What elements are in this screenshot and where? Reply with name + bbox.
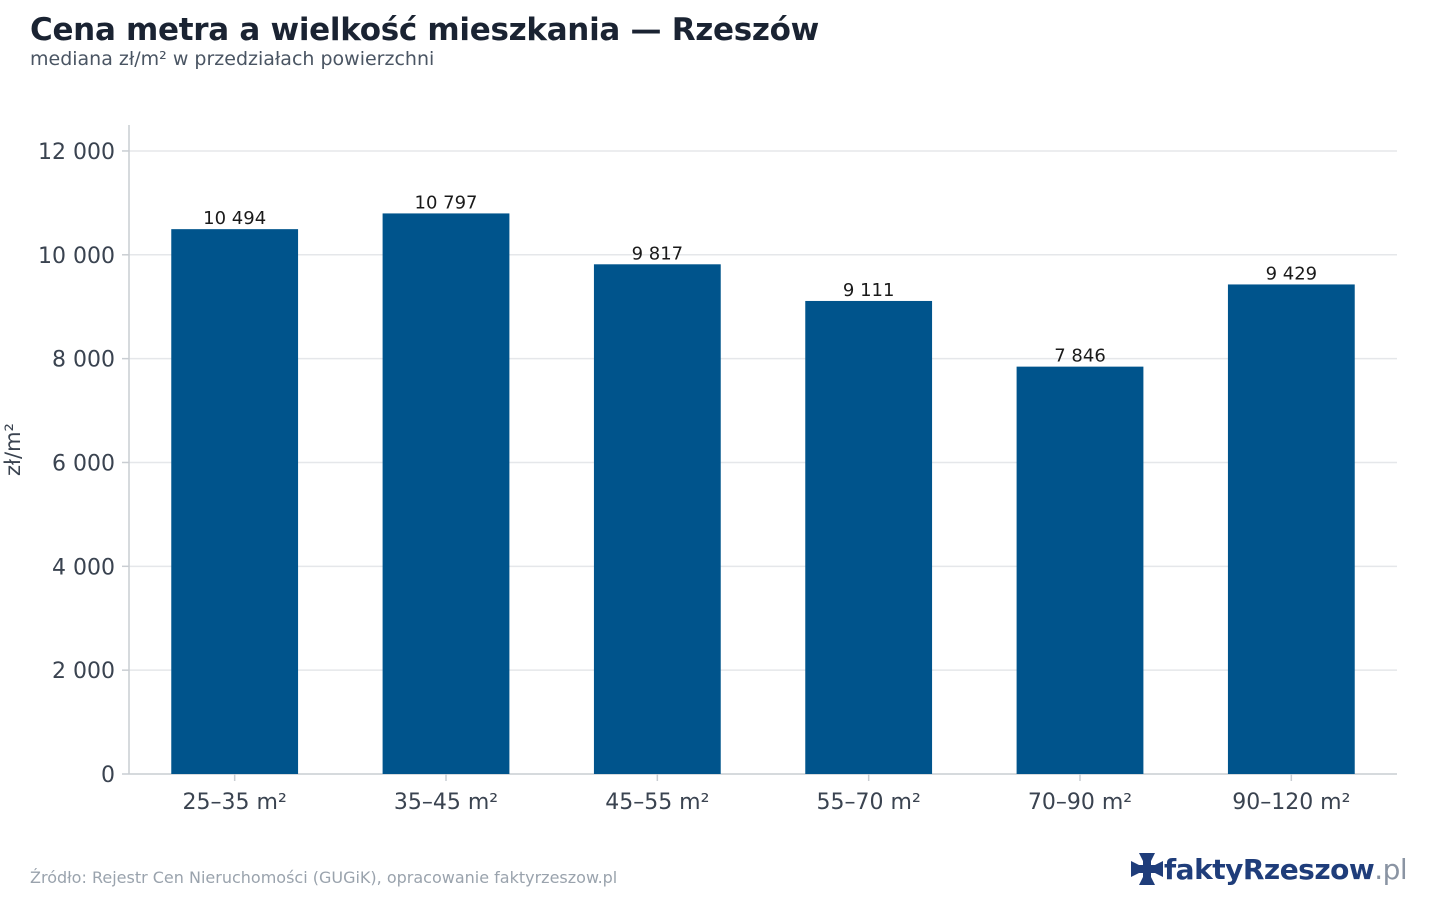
bar-value-label: 9 817 xyxy=(632,243,684,264)
y-tick-label: 2 000 xyxy=(52,659,115,684)
bar-value-label: 9 429 xyxy=(1266,263,1318,284)
logo-text: faktyRzeszow.pl xyxy=(1164,852,1408,886)
x-tick-label: 55–70 m² xyxy=(817,790,921,815)
logo-tld: .pl xyxy=(1374,852,1408,886)
bar xyxy=(593,264,721,774)
site-logo[interactable]: faktyRzeszow.pl xyxy=(1130,849,1408,889)
chart-subtitle: mediana zł/m² w przedziałach powierzchni xyxy=(30,48,435,70)
y-tick-label: 0 xyxy=(101,763,115,788)
x-tick-label: 35–45 m² xyxy=(394,790,498,815)
y-axis-label: zł/m² xyxy=(1,423,25,476)
source-note: Źródło: Rejestr Cen Nieruchomości (GUGiK… xyxy=(30,868,618,887)
bar xyxy=(805,300,933,774)
x-tick-label: 70–90 m² xyxy=(1028,790,1132,815)
cross-logo-icon xyxy=(1131,853,1163,885)
x-tick-label: 25–35 m² xyxy=(183,790,287,815)
bar-value-label: 10 494 xyxy=(203,208,266,229)
y-tick-label: 8 000 xyxy=(52,348,115,373)
bar xyxy=(171,229,299,775)
bar xyxy=(382,213,510,775)
y-tick-label: 12 000 xyxy=(38,140,115,165)
bar-chart: 0 2 000 4 000 6 000 8 000 10 000 12 000 zł/m² 10… xyxy=(1,125,1397,815)
bar xyxy=(1227,284,1355,774)
x-tick-label: 90–120 m² xyxy=(1232,790,1350,815)
logo-brand: faktyRzeszow xyxy=(1164,852,1375,886)
y-tick-label: 10 000 xyxy=(38,244,115,269)
x-tick-label: 45–55 m² xyxy=(605,790,709,815)
y-tick-label: 4 000 xyxy=(52,555,115,580)
bar-value-label: 9 111 xyxy=(843,280,895,301)
bar-value-label: 7 846 xyxy=(1054,346,1106,367)
chart-title: Cena metra a wielkość mieszkania — Rzesz… xyxy=(30,12,819,48)
bar xyxy=(1016,366,1144,774)
bar-value-label: 10 797 xyxy=(415,192,478,213)
y-tick-label: 6 000 xyxy=(52,451,115,476)
